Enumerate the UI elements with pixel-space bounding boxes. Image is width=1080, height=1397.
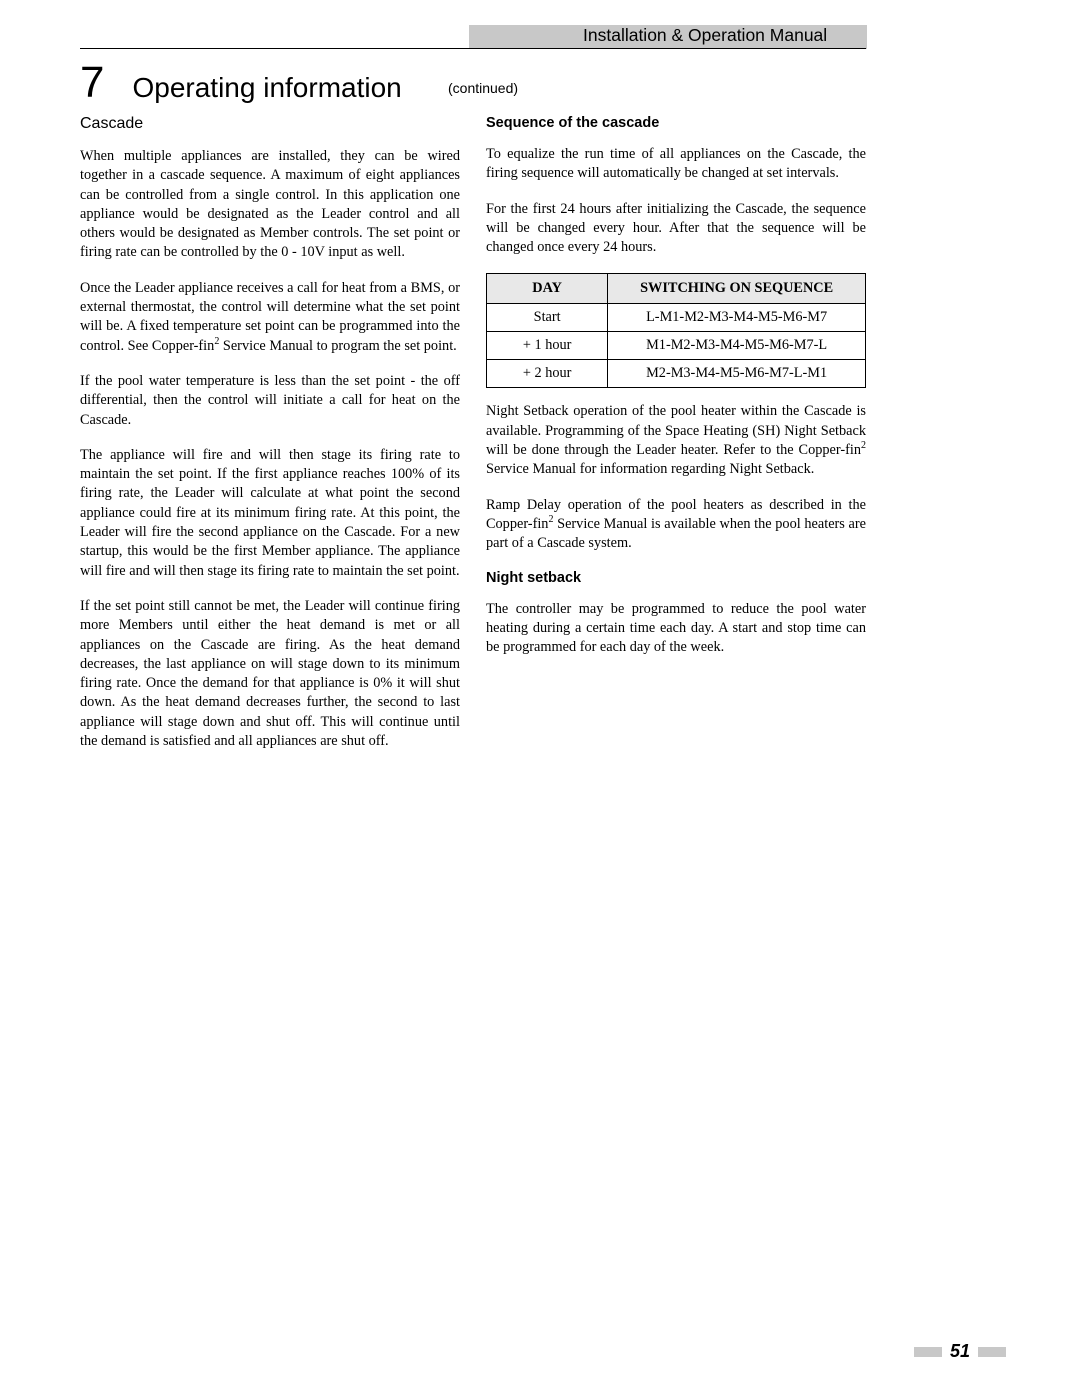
cascade-para-2b: Service Manual to program the set point.: [219, 338, 456, 354]
table-cell: + 1 hour: [487, 332, 608, 360]
table-row: + 1 hour M1-M2-M3-M4-M5-M6-M7-L: [487, 332, 866, 360]
sequence-para-1: To equalize the run time of all applianc…: [486, 145, 866, 184]
cascade-heading: Cascade: [80, 115, 460, 133]
table-cell: M1-M2-M3-M4-M5-M6-M7-L: [608, 332, 866, 360]
sequence-table: DAY SWITCHING ON SEQUENCE Start L-M1-M2-…: [486, 273, 866, 388]
left-column: Cascade When multiple appliances are ins…: [80, 115, 460, 767]
superscript-2: 2: [861, 440, 866, 451]
cascade-para-3: If the pool water temperature is less th…: [80, 372, 460, 430]
footer-box-left: [914, 1347, 942, 1357]
chapter-title: Operating information: [132, 72, 401, 103]
footer: 51: [914, 1341, 1006, 1362]
sequence-heading: Sequence of the cascade: [486, 115, 866, 131]
right-column: Sequence of the cascade To equalize the …: [486, 115, 866, 767]
night-setback-heading: Night setback: [486, 570, 866, 586]
cascade-para-5: If the set point still cannot be met, th…: [80, 597, 460, 751]
night-setback-para-2: The controller may be programmed to redu…: [486, 600, 866, 658]
table-row: + 2 hour M2-M3-M4-M5-M6-M7-L-M1: [487, 360, 866, 388]
table-cell: + 2 hour: [487, 360, 608, 388]
sequence-para-2: For the first 24 hours after initializin…: [486, 200, 866, 258]
footer-box-right: [978, 1347, 1006, 1357]
page-number: 51: [950, 1341, 970, 1362]
table-header-sequence: SWITCHING ON SEQUENCE: [608, 274, 866, 304]
table-cell: Start: [487, 304, 608, 332]
ramp-delay-para: Ramp Delay operation of the pool heaters…: [486, 496, 866, 554]
table-row: Start L-M1-M2-M3-M4-M5-M6-M7: [487, 304, 866, 332]
cascade-para-1: When multiple appliances are installed, …: [80, 147, 460, 263]
night-setback-para-1: Night Setback operation of the pool heat…: [486, 402, 866, 479]
cascade-para-2: Once the Leader appliance receives a cal…: [80, 279, 460, 356]
table-cell: L-M1-M2-M3-M4-M5-M6-M7: [608, 304, 866, 332]
night-setback-para-1b: Service Manual for information regarding…: [486, 461, 814, 477]
chapter-number: 7: [80, 58, 104, 108]
night-setback-para-1a: Night Setback operation of the pool heat…: [486, 403, 866, 458]
table-header-row: DAY SWITCHING ON SEQUENCE: [487, 274, 866, 304]
cascade-para-4: The appliance will fire and will then st…: [80, 446, 460, 581]
table-header-day: DAY: [487, 274, 608, 304]
header-manual-title: Installation & Operation Manual: [583, 25, 827, 46]
chapter-continued: (continued): [448, 80, 518, 96]
table-cell: M2-M3-M4-M5-M6-M7-L-M1: [608, 360, 866, 388]
header-rule: [80, 48, 866, 49]
